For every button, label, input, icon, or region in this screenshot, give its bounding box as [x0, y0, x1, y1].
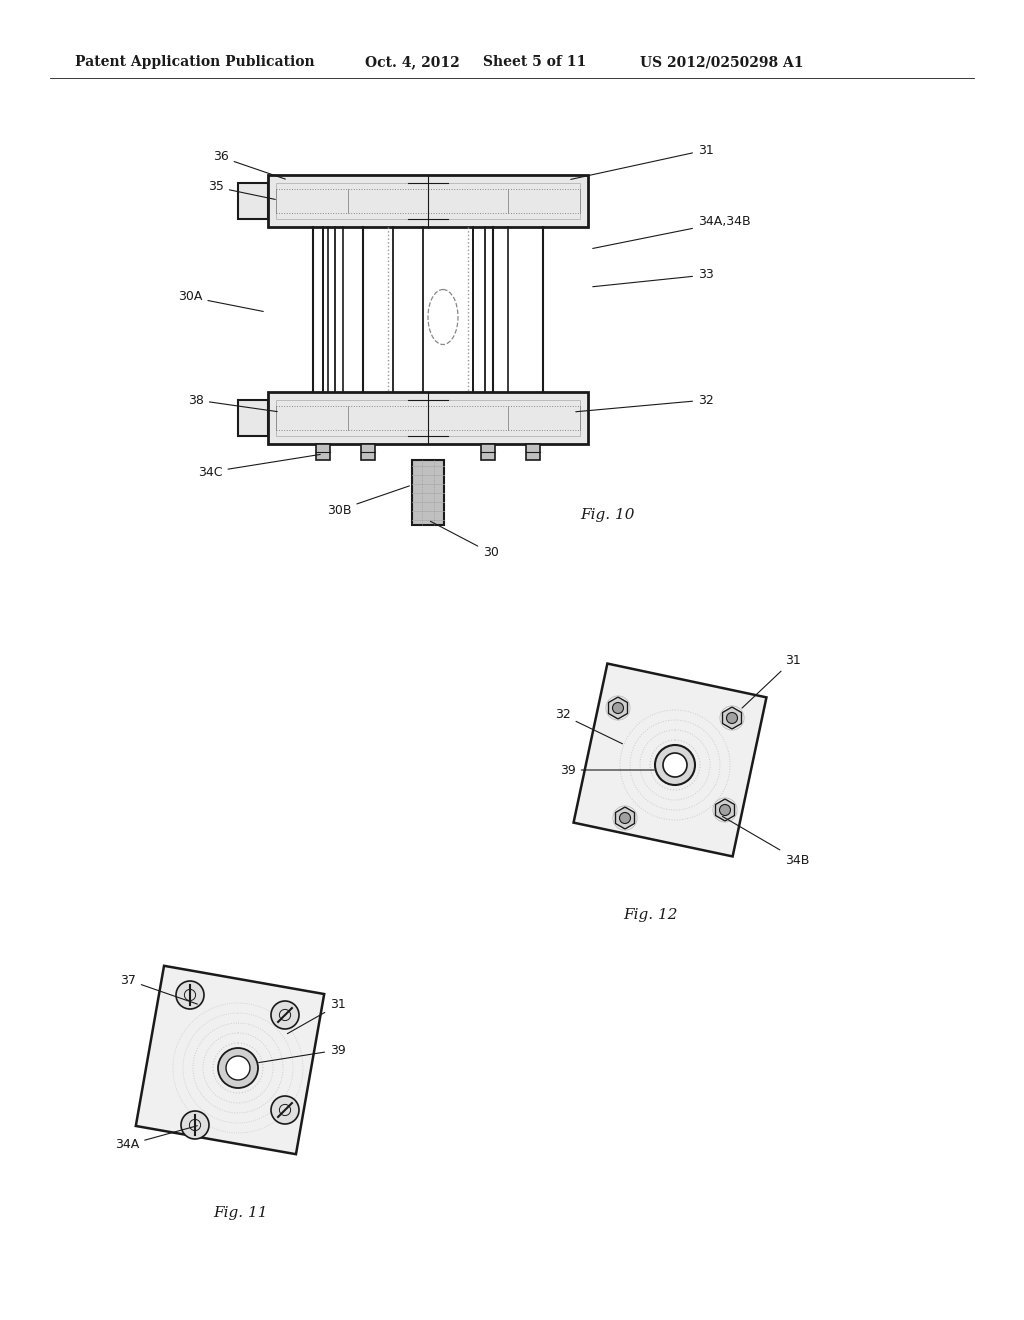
Bar: [238, 183, 268, 219]
Text: Oct. 4, 2012: Oct. 4, 2012: [365, 55, 460, 69]
Circle shape: [620, 813, 631, 824]
Text: 30: 30: [430, 521, 499, 560]
Circle shape: [663, 752, 687, 777]
Text: Fig. 11: Fig. 11: [213, 1206, 267, 1220]
Polygon shape: [136, 966, 325, 1154]
Text: Patent Application Publication: Patent Application Publication: [75, 55, 314, 69]
Text: 32: 32: [555, 709, 623, 743]
Circle shape: [271, 1001, 299, 1030]
Text: 34A,34B: 34A,34B: [593, 215, 751, 248]
Text: 38: 38: [188, 393, 278, 412]
Text: US 2012/0250298 A1: US 2012/0250298 A1: [640, 55, 804, 69]
Bar: [316, 444, 330, 459]
Bar: [268, 392, 588, 444]
Bar: [361, 444, 375, 459]
Text: Fig. 10: Fig. 10: [580, 508, 635, 521]
Polygon shape: [716, 799, 734, 821]
Circle shape: [655, 744, 695, 785]
Polygon shape: [573, 664, 766, 857]
Text: Sheet 5 of 11: Sheet 5 of 11: [483, 55, 587, 69]
Text: 32: 32: [575, 393, 714, 412]
Text: 34C: 34C: [198, 454, 321, 479]
Polygon shape: [615, 807, 635, 829]
Text: 34A: 34A: [115, 1126, 198, 1151]
Circle shape: [720, 804, 730, 816]
Text: Fig. 12: Fig. 12: [623, 908, 677, 921]
Text: 34B: 34B: [722, 816, 809, 866]
Circle shape: [726, 713, 737, 723]
Text: 31: 31: [570, 144, 714, 180]
Text: 39: 39: [560, 763, 654, 776]
Polygon shape: [723, 708, 741, 729]
Polygon shape: [608, 697, 628, 719]
Text: 39: 39: [259, 1044, 346, 1063]
Bar: [481, 444, 495, 459]
Text: 35: 35: [208, 181, 275, 199]
Circle shape: [176, 981, 204, 1008]
Bar: [276, 400, 580, 436]
Circle shape: [612, 702, 624, 714]
Circle shape: [218, 1048, 258, 1088]
Bar: [276, 183, 580, 219]
Text: 37: 37: [120, 974, 198, 1005]
Text: 31: 31: [288, 998, 346, 1034]
Text: 33: 33: [593, 268, 714, 286]
Circle shape: [181, 1111, 209, 1139]
Bar: [238, 400, 268, 436]
Bar: [412, 459, 444, 525]
Text: 36: 36: [213, 150, 286, 180]
Text: 31: 31: [742, 653, 801, 708]
Bar: [268, 176, 588, 227]
Circle shape: [226, 1056, 250, 1080]
Text: 30A: 30A: [178, 290, 263, 312]
Text: 30B: 30B: [327, 486, 410, 516]
Bar: [526, 444, 540, 459]
Circle shape: [271, 1096, 299, 1125]
